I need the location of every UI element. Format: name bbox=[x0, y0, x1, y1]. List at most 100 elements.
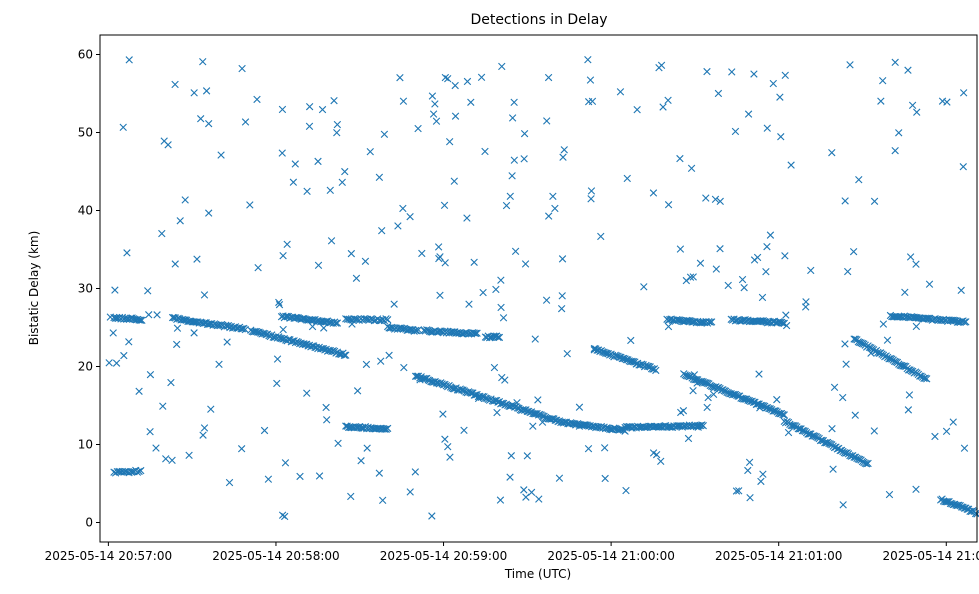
detection-point bbox=[381, 425, 389, 433]
detection-point bbox=[498, 373, 506, 382]
detection-point bbox=[594, 423, 603, 431]
detection-point bbox=[904, 66, 912, 74]
detection-point bbox=[497, 303, 505, 312]
detection-point bbox=[784, 428, 793, 437]
detection-point bbox=[436, 291, 444, 299]
detection-point bbox=[652, 366, 660, 375]
detection-point bbox=[495, 333, 504, 342]
detection-point bbox=[477, 73, 486, 81]
detection-point bbox=[153, 311, 161, 319]
detection-point bbox=[327, 237, 336, 245]
detection-point bbox=[555, 474, 564, 482]
detection-point bbox=[390, 300, 398, 308]
detection-point bbox=[543, 117, 551, 125]
detection-point bbox=[451, 112, 460, 120]
detection-point bbox=[238, 64, 246, 73]
detection-point bbox=[535, 495, 543, 503]
detection-point bbox=[217, 151, 225, 159]
detection-point bbox=[338, 178, 346, 186]
detection-point bbox=[716, 197, 724, 206]
detection-point bbox=[494, 333, 502, 342]
detection-point bbox=[622, 486, 630, 495]
detection-point bbox=[363, 444, 371, 452]
detection-point bbox=[279, 252, 287, 260]
detection-point bbox=[181, 196, 189, 204]
detection-point bbox=[200, 291, 209, 299]
detection-point bbox=[499, 314, 508, 322]
detection-point bbox=[435, 254, 443, 263]
detection-point bbox=[704, 393, 712, 402]
detection-point bbox=[674, 316, 682, 324]
detection-point bbox=[446, 453, 454, 461]
detection-point bbox=[252, 327, 261, 336]
detection-point bbox=[481, 147, 489, 156]
detection-point bbox=[864, 459, 872, 468]
detection-point bbox=[912, 485, 920, 493]
detection-point bbox=[542, 296, 551, 304]
detection-point bbox=[146, 428, 154, 436]
detection-point bbox=[450, 177, 458, 185]
detection-point bbox=[781, 71, 789, 79]
detection-point bbox=[758, 293, 767, 302]
detection-point bbox=[740, 395, 748, 403]
detection-point bbox=[877, 97, 885, 105]
detection-point bbox=[664, 96, 672, 104]
detection-point bbox=[507, 452, 516, 460]
detection-point bbox=[427, 328, 435, 336]
detection-point bbox=[788, 422, 797, 430]
detection-point bbox=[862, 460, 871, 468]
detection-point bbox=[120, 351, 128, 360]
detection-point bbox=[291, 160, 299, 168]
detection-point bbox=[699, 422, 707, 430]
detection-point bbox=[440, 201, 449, 210]
detection-point bbox=[190, 89, 198, 97]
detection-point bbox=[696, 259, 705, 267]
y-axis: 0 10 20 30 40 50 60 bbox=[78, 48, 100, 530]
detection-point bbox=[185, 451, 193, 460]
detection-point bbox=[375, 469, 384, 477]
detection-point bbox=[399, 204, 407, 213]
detection-point bbox=[544, 73, 553, 82]
detection-point bbox=[508, 114, 517, 122]
detection-point bbox=[492, 285, 500, 294]
x-tick-label: 2025-05-14 21:02:00 bbox=[883, 549, 979, 563]
detection-point bbox=[406, 488, 414, 496]
detection-point bbox=[763, 124, 771, 132]
detection-point bbox=[138, 316, 146, 325]
plot-frame bbox=[99, 34, 978, 543]
detection-point bbox=[724, 281, 732, 290]
detection-point bbox=[168, 456, 176, 465]
x-axis-label: Time (UTC) bbox=[504, 567, 571, 581]
detection-point bbox=[549, 192, 557, 200]
detection-point bbox=[707, 318, 716, 326]
detection-point bbox=[703, 403, 711, 412]
y-axis-label: Bistatic Delay (km) bbox=[27, 231, 41, 346]
detection-point bbox=[497, 276, 505, 284]
y-tick-label: 30 bbox=[78, 282, 93, 296]
detection-point bbox=[416, 376, 424, 384]
detection-point bbox=[171, 260, 179, 268]
detection-point bbox=[193, 255, 201, 263]
detection-point bbox=[334, 439, 342, 447]
detection-point bbox=[686, 273, 695, 281]
detection-point bbox=[347, 492, 355, 501]
detection-point bbox=[781, 252, 789, 260]
detection-point bbox=[399, 97, 408, 105]
detection-point bbox=[627, 336, 635, 345]
detection-point bbox=[905, 391, 914, 399]
detection-point bbox=[766, 231, 775, 239]
detection-point bbox=[380, 130, 389, 138]
detection-point bbox=[171, 80, 179, 89]
detection-point bbox=[411, 326, 420, 335]
detection-point bbox=[207, 405, 215, 413]
detection-point bbox=[558, 292, 566, 300]
detection-point bbox=[385, 351, 393, 360]
detection-point bbox=[162, 455, 170, 463]
detection-point bbox=[560, 146, 568, 154]
detection-point bbox=[750, 70, 758, 78]
detection-point bbox=[111, 286, 119, 294]
detection-point bbox=[281, 459, 290, 467]
detection-point bbox=[891, 58, 899, 67]
detection-point bbox=[127, 314, 135, 322]
detection-point bbox=[330, 96, 338, 105]
